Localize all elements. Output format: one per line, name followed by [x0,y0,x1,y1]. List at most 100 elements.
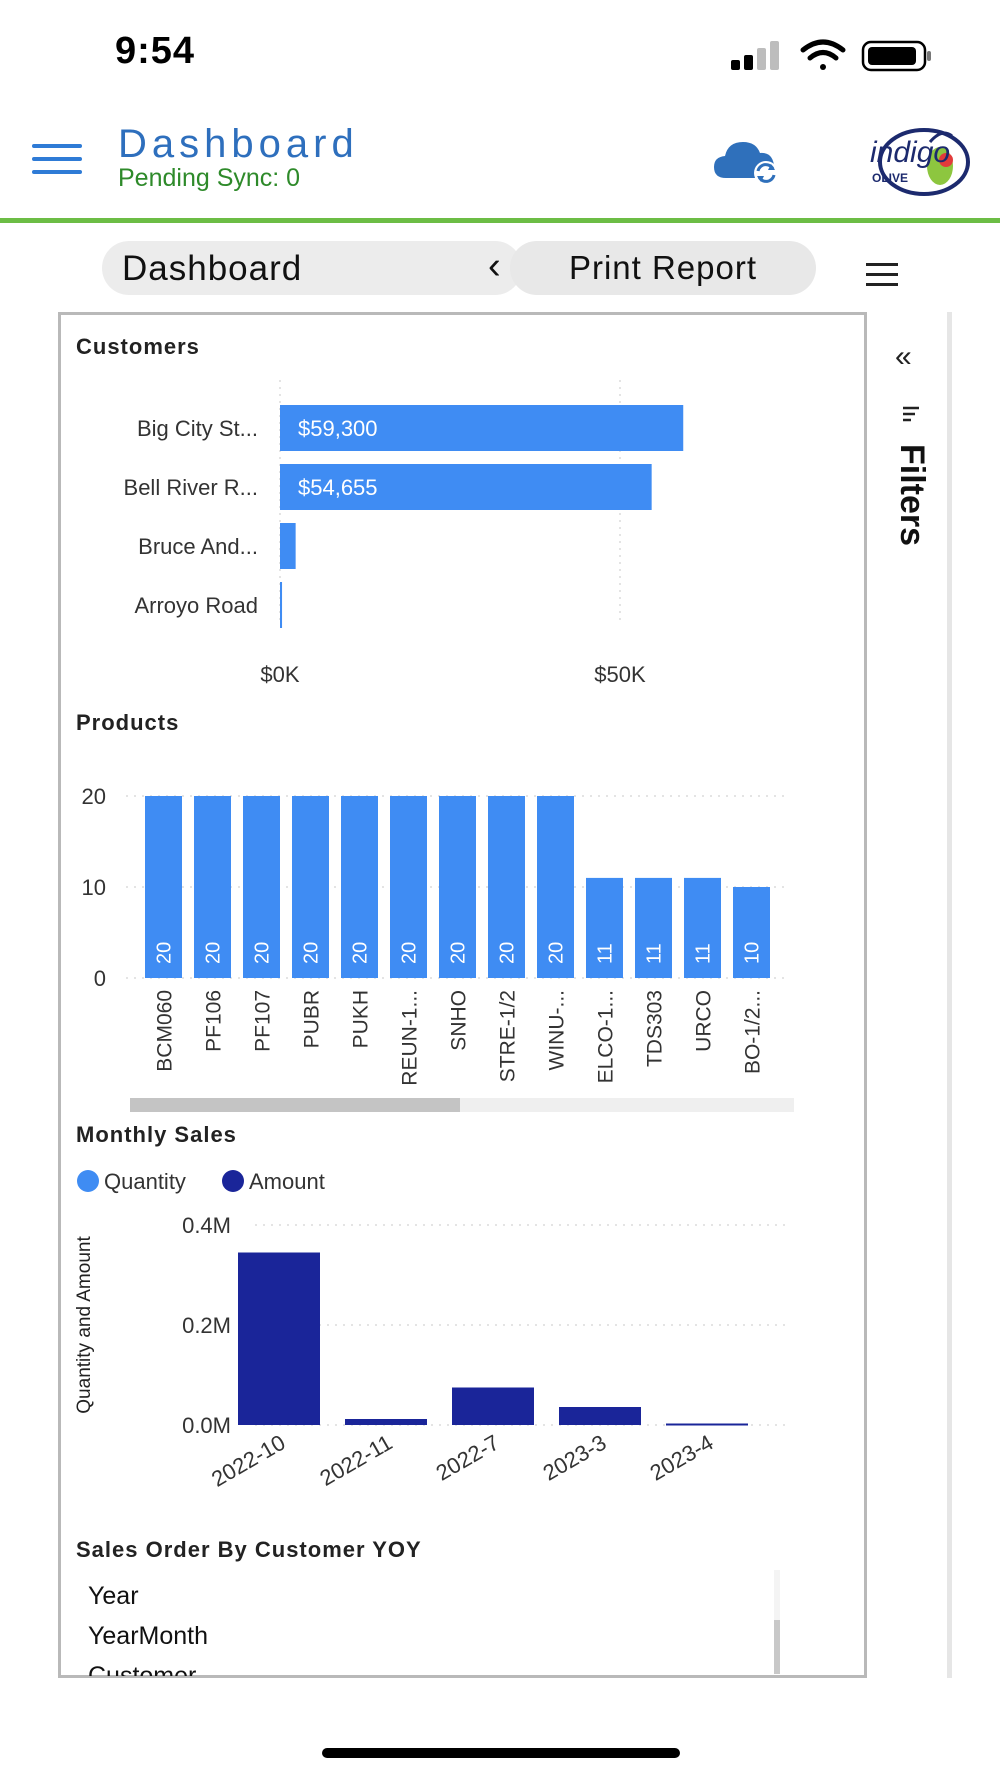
table-row[interactable]: Year [88,1582,139,1610]
print-report-button[interactable]: Print Report [510,241,816,295]
svg-text:OLIVE: OLIVE [872,171,908,185]
menu-line [866,273,898,276]
bar-data-label: 20 [497,942,519,964]
filter-lines-icon [903,406,919,422]
category-label: Arroyo Road [134,593,258,618]
bar-data-label: 20 [154,942,176,964]
legend-quantity-marker [77,1170,99,1192]
category-label: BCM060 [154,990,177,1072]
category-label: BO-1/2... [742,990,765,1074]
bar [280,523,296,569]
report-menu-button[interactable] [866,263,900,287]
report-canvas [58,312,952,1678]
y-axis-title: Quantity and Amount [74,1236,95,1414]
customers-chart-title: Customers [76,334,200,359]
bar [243,796,280,978]
cellular-signal-icon [731,41,779,70]
category-label: PUKH [350,990,373,1048]
products-scrollbar[interactable] [130,1098,794,1112]
category-label: 2022-11 [315,1430,396,1491]
filters-pane[interactable]: « Filters [864,312,952,1678]
bar [292,796,329,978]
y-tick-label: 0 [94,966,106,991]
status-bar: 9:54 [0,0,1000,100]
chevron-up-icon[interactable]: ^ [774,1570,780,1620]
bar [280,464,652,510]
amount-bar [559,1407,641,1425]
category-label: URCO [693,990,716,1052]
x-tick-label: $50K [594,662,646,687]
table-row[interactable]: YearMonth [88,1622,208,1650]
sales-order-table: Year YearMonth Customer ^ [60,1570,780,1676]
bar [341,796,378,978]
bar [586,877,623,978]
status-icons [725,38,945,83]
bar-data-label: 20 [350,942,372,964]
legend-amount-label: Amount [249,1169,325,1194]
menu-line [866,283,898,286]
bar-data-label: 20 [252,942,274,964]
menu-line [32,144,82,148]
indigo-olive-logo-icon: indigo OLIVE [870,128,970,196]
category-label: PF106 [203,990,226,1052]
menu-line [32,170,82,174]
pending-sync-status: Pending Sync: 0 [118,164,301,192]
y-tick-label: 20 [82,784,106,809]
y-tick-label: 0.2M [182,1313,231,1338]
home-indicator [322,1748,680,1758]
bar [280,582,283,628]
svg-text:indigo: indigo [870,136,950,169]
customers-chart: $0K $50K Big City St... $59,300 Bell River R… [124,380,684,687]
amount-bar [666,1423,748,1426]
bar-data-label: 11 [595,943,617,964]
bar [390,796,427,978]
main-menu-button[interactable] [32,144,84,180]
filters-label: Filters [893,444,931,547]
category-label: 2023-3 [539,1430,611,1486]
table-scrollbar-thumb[interactable] [774,1620,780,1674]
collapse-filters-icon[interactable]: « [895,340,912,373]
signal-wifi-battery-icons [731,39,931,72]
menu-line [32,157,82,161]
cloud-sync-icon [714,142,778,185]
app-header: Dashboard Pending Sync: 0 indigo OLIVE [0,100,1000,223]
y-tick-label: 0.0M [182,1413,231,1438]
bar [439,796,476,978]
page-title: Dashboard [118,122,359,166]
bar-data-label: 20 [301,942,323,964]
status-time: 9:54 [115,30,196,72]
legend-amount-marker [222,1170,244,1192]
products-scrollbar-thumb[interactable] [130,1098,460,1112]
bar [733,887,770,978]
bar-data-label: $54,655 [298,475,378,500]
legend-quantity-label: Quantity [104,1169,186,1194]
products-chart-title: Products [76,710,180,735]
x-tick-label: $0K [260,662,299,687]
bar-data-label: 10 [742,942,764,964]
report-page-select-value: Dashboard [122,249,303,288]
products-chart: 0 10 20 20 BCM060 20 PF106 20 PF107 20 PUBR 20 PUKH 2… [82,784,790,1086]
menu-line [866,263,898,266]
category-label: WINU-... [546,990,569,1070]
table-scrollbar[interactable]: ^ [774,1570,780,1674]
monthly-sales-chart: Quantity Amount Quantity and Amount 0.0M 0.2… [74,1169,790,1492]
table-row[interactable]: Customer [88,1662,197,1676]
y-tick-label: 10 [82,875,106,900]
category-label: PUBR [301,990,324,1048]
y-tick-label: 0.4M [182,1213,231,1238]
category-label: SNHO [448,990,471,1051]
bar [488,796,525,978]
report-page-select[interactable]: Dashboard ‹ [102,241,522,295]
company-logo: indigo OLIVE [860,122,972,202]
bar-data-label: $59,300 [298,416,378,441]
amount-bar [345,1419,427,1425]
category-label: 2023-4 [646,1430,718,1486]
bar-data-label: 11 [644,943,666,964]
sales-order-table-title: Sales Order By Customer YOY [76,1537,422,1562]
cloud-sync-button[interactable] [712,138,782,193]
bar [635,877,672,978]
category-label: ELCO-1... [595,990,618,1083]
category-label: 2022-10 [207,1430,289,1492]
bar [684,877,721,978]
category-label: Bruce And... [138,534,258,559]
